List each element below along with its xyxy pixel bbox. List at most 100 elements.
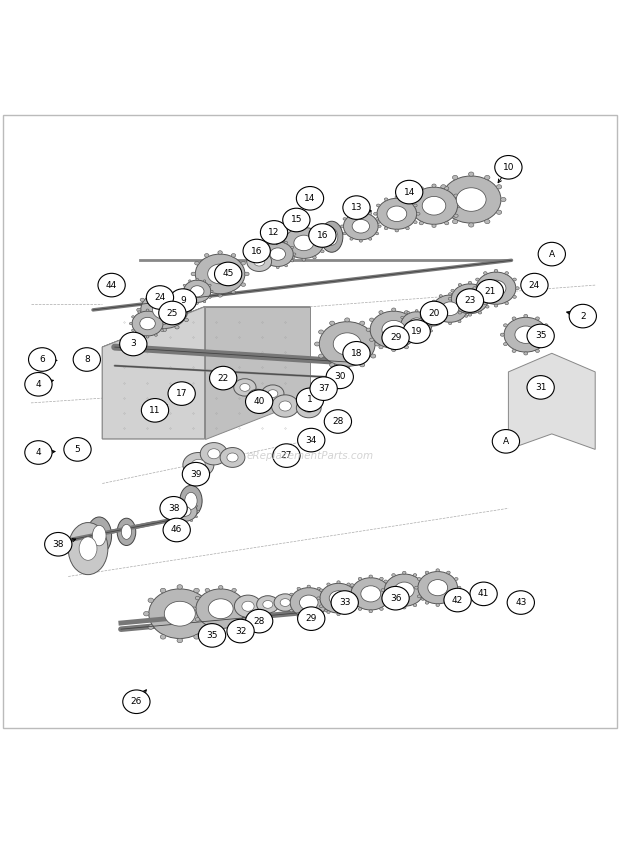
Text: 8: 8 [84,355,90,364]
Ellipse shape [117,518,136,545]
Ellipse shape [307,617,311,620]
Ellipse shape [417,577,421,581]
Ellipse shape [274,593,296,611]
Ellipse shape [291,227,295,230]
Ellipse shape [439,295,442,297]
Ellipse shape [384,598,388,600]
Ellipse shape [296,186,324,210]
Ellipse shape [413,604,417,607]
Ellipse shape [441,210,446,214]
Ellipse shape [375,342,380,346]
Ellipse shape [130,322,132,325]
Ellipse shape [378,225,381,228]
Ellipse shape [122,524,131,540]
Ellipse shape [180,486,202,517]
Text: 33: 33 [339,598,350,607]
Ellipse shape [64,438,91,461]
Ellipse shape [485,289,489,292]
Text: 38: 38 [168,504,179,513]
Ellipse shape [141,399,169,422]
Ellipse shape [370,338,374,341]
Ellipse shape [208,448,220,459]
Ellipse shape [291,246,294,249]
Ellipse shape [192,607,196,610]
Ellipse shape [465,314,468,317]
Ellipse shape [404,346,409,349]
Ellipse shape [569,304,596,328]
Text: 4: 4 [35,448,42,457]
Ellipse shape [246,607,250,610]
Text: 16: 16 [317,231,328,240]
Ellipse shape [479,311,482,314]
Ellipse shape [430,316,433,319]
Ellipse shape [415,309,418,312]
Ellipse shape [296,398,321,418]
Ellipse shape [246,609,273,633]
Ellipse shape [149,589,211,638]
Ellipse shape [146,286,174,309]
Text: 40: 40 [254,397,265,406]
Ellipse shape [448,293,452,295]
Ellipse shape [294,235,314,250]
Ellipse shape [454,595,458,598]
Ellipse shape [458,320,461,323]
Ellipse shape [432,300,435,303]
Ellipse shape [458,295,461,297]
Ellipse shape [402,606,406,609]
Ellipse shape [468,314,472,316]
Ellipse shape [350,601,354,604]
Text: 5: 5 [74,445,81,454]
Text: 31: 31 [535,383,546,392]
Text: 16: 16 [251,246,262,255]
Ellipse shape [461,292,479,306]
Ellipse shape [527,325,554,347]
Ellipse shape [159,301,186,325]
Text: 29: 29 [306,615,317,623]
Ellipse shape [232,626,236,629]
Ellipse shape [446,601,450,604]
Ellipse shape [324,410,352,433]
Ellipse shape [382,326,409,350]
Ellipse shape [277,266,279,269]
Ellipse shape [354,588,358,592]
Ellipse shape [132,311,163,336]
Ellipse shape [350,212,353,215]
Ellipse shape [343,217,346,220]
Ellipse shape [470,582,497,605]
Ellipse shape [208,264,232,284]
Ellipse shape [441,302,459,315]
Ellipse shape [376,233,379,235]
Ellipse shape [403,319,430,343]
Ellipse shape [193,588,199,593]
Text: 12: 12 [268,228,280,237]
Ellipse shape [227,620,254,643]
Ellipse shape [476,295,479,298]
Ellipse shape [242,596,246,600]
Ellipse shape [347,611,350,614]
Ellipse shape [268,389,278,398]
Ellipse shape [503,324,507,327]
Ellipse shape [210,367,237,389]
Ellipse shape [538,242,565,266]
Ellipse shape [123,690,150,713]
Ellipse shape [417,212,420,215]
Polygon shape [205,307,310,439]
Ellipse shape [319,588,323,592]
Ellipse shape [392,308,396,311]
Ellipse shape [175,291,179,294]
Ellipse shape [188,309,192,312]
Ellipse shape [170,511,172,513]
Ellipse shape [430,308,433,310]
Ellipse shape [303,404,314,412]
Ellipse shape [430,330,433,332]
Ellipse shape [358,577,362,580]
Ellipse shape [379,311,383,314]
Text: 4: 4 [35,380,42,389]
Ellipse shape [177,520,179,522]
Ellipse shape [360,362,365,367]
Text: 6: 6 [39,355,45,364]
Ellipse shape [154,311,157,313]
Ellipse shape [453,219,458,223]
Text: 14: 14 [404,188,415,196]
Ellipse shape [544,342,548,346]
